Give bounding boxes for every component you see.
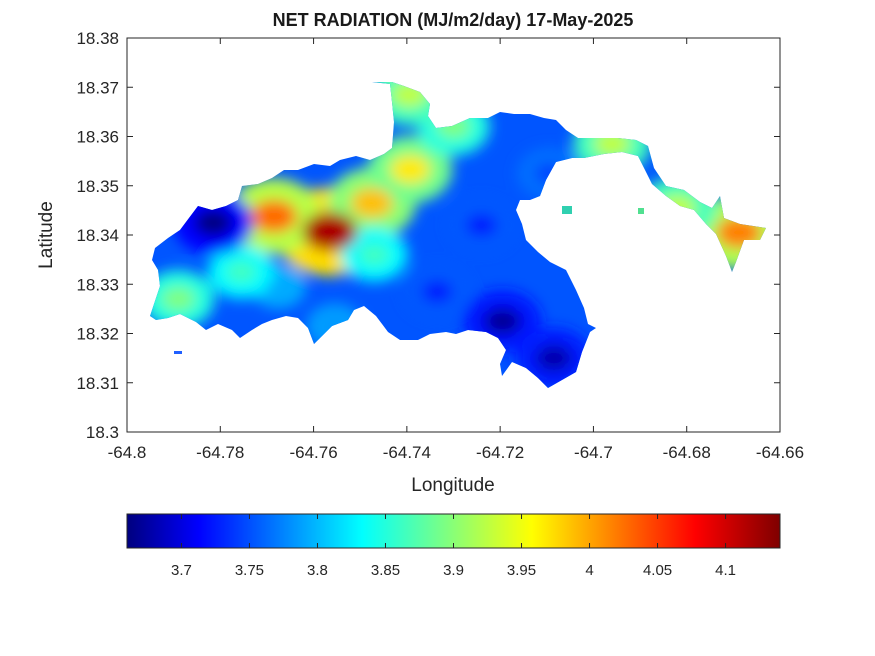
field-hotspot bbox=[421, 280, 453, 303]
islet-mark bbox=[174, 351, 182, 354]
y-axis: 18.3 18.31 18.32 18.33 18.34 18.35 18.36 18.37 1… bbox=[76, 29, 780, 442]
colorbar-tick-label: 4.05 bbox=[643, 562, 672, 579]
field-hotspot bbox=[536, 345, 572, 371]
x-tick-label: -64.68 bbox=[663, 443, 711, 462]
colorbar-tick-label: 3.75 bbox=[235, 562, 264, 579]
x-axis-label: Longitude bbox=[411, 475, 494, 496]
field-hotspot bbox=[484, 308, 521, 335]
colorbar-tick-label: 3.85 bbox=[371, 562, 400, 579]
x-tick-label: -64.72 bbox=[476, 443, 524, 462]
field-hotspot bbox=[266, 278, 291, 296]
field-hotspot bbox=[302, 212, 358, 251]
colorbar-gradient bbox=[126, 513, 781, 549]
y-axis-label: Latitude bbox=[36, 201, 57, 269]
x-tick-label: -64.74 bbox=[383, 443, 431, 462]
x-tick-label: -64.76 bbox=[289, 443, 337, 462]
colorbar-tick-label: 3.8 bbox=[307, 562, 328, 579]
y-tick-label: 18.34 bbox=[76, 226, 119, 245]
field-hotspot bbox=[466, 214, 497, 237]
y-tick-label: 18.36 bbox=[76, 128, 119, 147]
colorbar-ticks: 3.7 3.75 3.8 3.85 3.9 3.95 4 4.05 4.1 bbox=[171, 514, 736, 579]
y-tick-label: 18.37 bbox=[76, 78, 119, 97]
field-hotspot bbox=[389, 155, 431, 184]
colorbar-tick-label: 4 bbox=[585, 562, 593, 579]
y-tick-label: 18.35 bbox=[76, 177, 119, 196]
islet-mark bbox=[638, 208, 644, 214]
y-tick-label: 18.32 bbox=[76, 325, 119, 344]
colorbar-tick-label: 3.7 bbox=[171, 562, 192, 579]
x-tick-label: -64.8 bbox=[108, 443, 147, 462]
chart-title: NET RADIATION (MJ/m2/day) 17-May-2025 bbox=[273, 10, 634, 30]
x-tick-label: -64.7 bbox=[574, 443, 613, 462]
islet-mark bbox=[562, 206, 572, 214]
colorbar: 3.7 3.75 3.8 3.85 3.9 3.95 4 4.05 4.1 bbox=[126, 513, 781, 579]
field-hotspot bbox=[358, 243, 390, 266]
y-tick-label: 18.33 bbox=[76, 275, 119, 294]
y-tick-label: 18.38 bbox=[76, 29, 119, 48]
x-axis: -64.8 -64.78 -64.76 -64.74 -64.72 -64.7 -64.68… bbox=[108, 38, 804, 462]
field-hotspot bbox=[194, 209, 233, 236]
x-tick-label: -64.66 bbox=[756, 443, 804, 462]
y-tick-label: 18.3 bbox=[86, 423, 119, 442]
x-tick-label: -64.78 bbox=[196, 443, 244, 462]
field-hotspot bbox=[350, 188, 393, 218]
field-hotspot bbox=[250, 199, 297, 233]
field-hotspot bbox=[225, 261, 257, 283]
colorbar-tick-label: 3.95 bbox=[507, 562, 536, 579]
field-hotspot bbox=[161, 287, 196, 311]
y-tick-label: 18.31 bbox=[76, 374, 119, 393]
colorbar-tick-label: 4.1 bbox=[715, 562, 736, 579]
colorbar-tick-label: 3.9 bbox=[443, 562, 464, 579]
